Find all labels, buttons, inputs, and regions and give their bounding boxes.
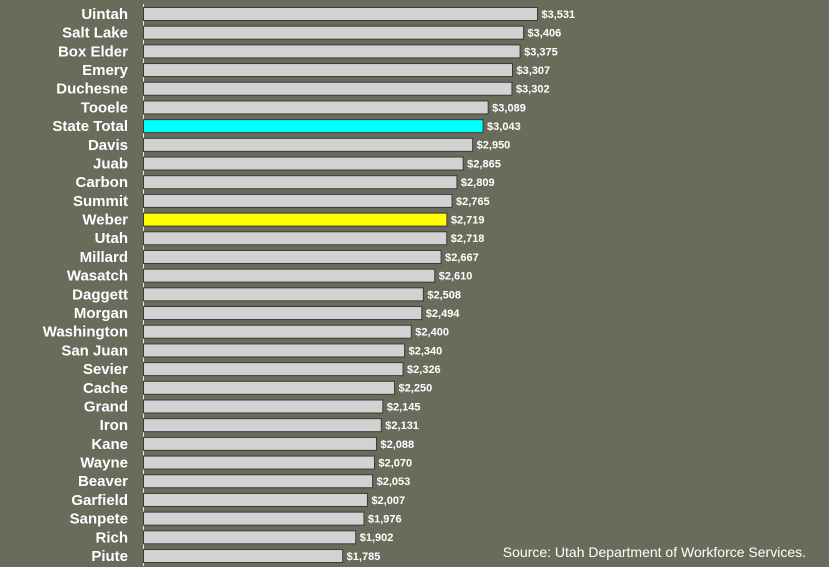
bar bbox=[143, 268, 436, 283]
value-label: $3,043 bbox=[487, 121, 521, 133]
category-label: Cache bbox=[83, 380, 128, 397]
category-label: Salt Lake bbox=[62, 25, 128, 42]
bar bbox=[143, 81, 513, 96]
category-label: Davis bbox=[88, 137, 128, 154]
bar bbox=[143, 436, 377, 451]
value-label: $2,053 bbox=[377, 476, 411, 488]
bar bbox=[143, 324, 412, 339]
category-label: Piute bbox=[91, 548, 128, 565]
value-label: $2,131 bbox=[385, 420, 419, 432]
value-label: $2,865 bbox=[467, 158, 501, 170]
category-label: Sanpete bbox=[70, 511, 128, 528]
value-label: $1,902 bbox=[360, 532, 394, 544]
category-label: San Juan bbox=[61, 342, 128, 359]
bar bbox=[143, 193, 453, 208]
category-label: Duchesne bbox=[56, 81, 128, 98]
category-label: Weber bbox=[82, 212, 128, 229]
category-label: Beaver bbox=[78, 473, 128, 490]
value-label: $2,400 bbox=[415, 327, 449, 339]
bar bbox=[143, 380, 396, 395]
value-label: $3,307 bbox=[517, 65, 551, 77]
value-label: $2,667 bbox=[445, 252, 479, 264]
category-label: Morgan bbox=[74, 305, 128, 322]
bar bbox=[143, 63, 514, 78]
category-label: Juab bbox=[93, 155, 128, 172]
category-label: Emery bbox=[82, 62, 129, 79]
value-label: $2,250 bbox=[399, 383, 433, 395]
value-label: $2,340 bbox=[409, 345, 443, 357]
bar bbox=[143, 44, 521, 59]
value-label: $1,976 bbox=[368, 514, 402, 526]
bar bbox=[143, 249, 442, 264]
category-label: Wayne bbox=[80, 455, 128, 472]
bar bbox=[143, 100, 489, 115]
bar bbox=[143, 399, 384, 414]
category-label: Daggett bbox=[72, 286, 128, 303]
value-label: $3,302 bbox=[516, 84, 550, 96]
bar bbox=[143, 212, 448, 227]
category-label: Grand bbox=[84, 398, 128, 415]
category-label: Tooele bbox=[81, 99, 128, 116]
value-label: $2,610 bbox=[439, 271, 473, 283]
bar bbox=[143, 511, 365, 526]
value-label: $2,719 bbox=[451, 214, 485, 226]
category-label: Sevier bbox=[83, 361, 128, 378]
bar bbox=[143, 530, 357, 545]
category-label: Iron bbox=[100, 417, 128, 434]
bar bbox=[143, 418, 382, 433]
bar bbox=[143, 231, 448, 246]
value-label: $2,765 bbox=[456, 196, 490, 208]
source-note: Source: Utah Department of Workforce Ser… bbox=[503, 544, 806, 560]
bar bbox=[143, 549, 344, 564]
value-label: $2,088 bbox=[380, 439, 414, 451]
value-label: $2,508 bbox=[427, 289, 461, 301]
value-label: $3,089 bbox=[492, 102, 526, 114]
category-label: Uintah bbox=[81, 6, 128, 23]
category-label: State Total bbox=[52, 118, 128, 135]
category-label: Wasatch bbox=[67, 268, 128, 285]
bar bbox=[143, 306, 423, 321]
bar bbox=[143, 287, 424, 302]
category-label: Summit bbox=[73, 193, 128, 210]
value-label: $2,494 bbox=[426, 308, 461, 320]
value-label: $2,007 bbox=[371, 495, 405, 507]
bar bbox=[143, 156, 464, 171]
category-label: Washington bbox=[43, 324, 128, 341]
bar bbox=[143, 474, 374, 489]
value-label: $2,070 bbox=[378, 457, 412, 469]
value-label: $2,145 bbox=[387, 401, 421, 413]
bar bbox=[143, 492, 368, 507]
bar bbox=[143, 455, 375, 470]
value-label: $2,809 bbox=[461, 177, 495, 189]
bar bbox=[143, 7, 538, 21]
category-label: Millard bbox=[80, 249, 128, 266]
category-label: Kane bbox=[91, 436, 128, 453]
value-label: $2,950 bbox=[477, 140, 511, 152]
bar bbox=[143, 343, 406, 358]
category-label: Garfield bbox=[71, 492, 128, 509]
value-label: $3,375 bbox=[524, 46, 558, 58]
bar bbox=[143, 25, 525, 40]
category-label: Carbon bbox=[76, 174, 129, 191]
bar bbox=[143, 362, 404, 377]
bar bbox=[143, 175, 458, 190]
value-label: $2,718 bbox=[451, 233, 485, 245]
bar bbox=[143, 119, 484, 134]
value-label: $3,406 bbox=[528, 28, 562, 40]
value-label: $2,326 bbox=[407, 364, 441, 376]
value-label: $1,785 bbox=[347, 551, 381, 563]
category-label: Rich bbox=[95, 529, 128, 546]
bar bbox=[143, 137, 474, 152]
value-label: $3,531 bbox=[542, 9, 576, 21]
category-label: Utah bbox=[95, 230, 128, 247]
category-label: Box Elder bbox=[58, 43, 128, 60]
